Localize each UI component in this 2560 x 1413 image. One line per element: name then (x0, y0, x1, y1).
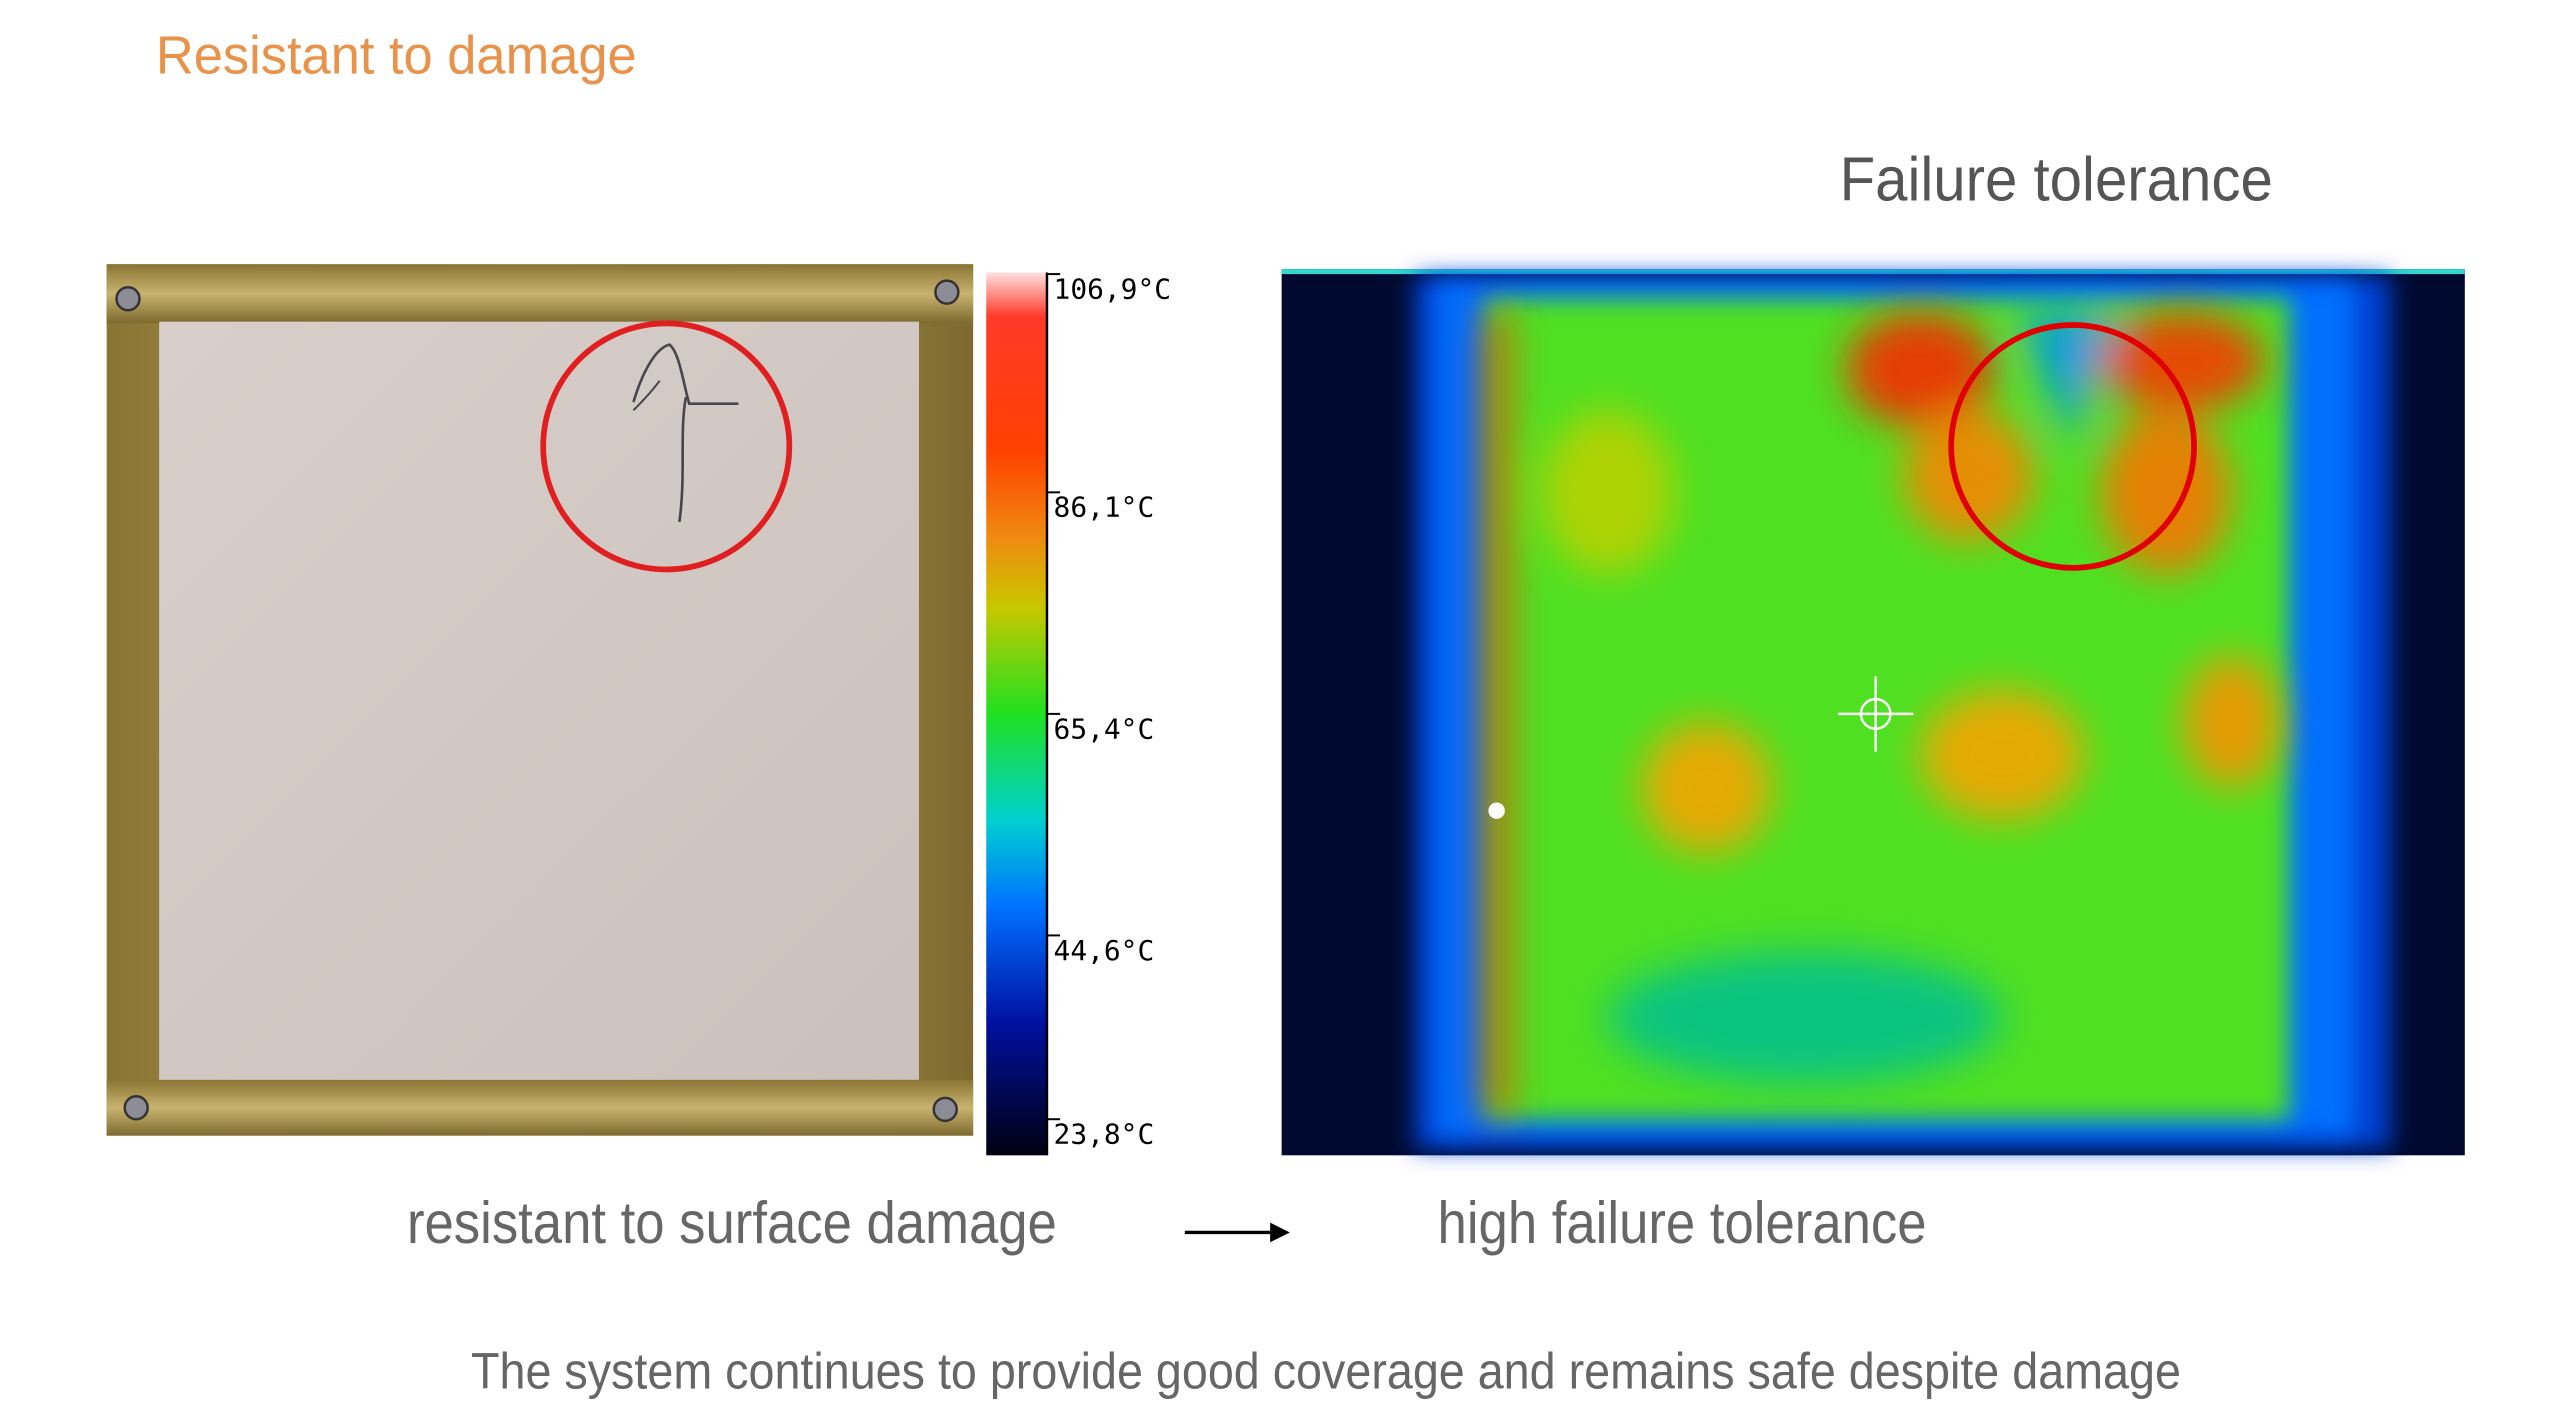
scale-label: 23,8°C (1054, 1118, 1155, 1151)
caption-left: resistant to surface damage (407, 1190, 1057, 1256)
panel-photo (106, 264, 974, 1136)
arrow (1184, 1222, 1290, 1243)
footer-text: The system continues to provide good cov… (471, 1343, 2181, 1400)
color-scale: 106,9°C 86,1°C 65,4°C 44,6°C 23,8°C (986, 272, 1171, 1156)
thermal-image (1281, 269, 2465, 1156)
slide-title: Resistant to damage (156, 25, 637, 85)
scale-label: 106,9°C (1054, 273, 1171, 306)
scale-label: 44,6°C (1054, 934, 1155, 967)
section-heading: Failure tolerance (1840, 145, 2273, 214)
scale-label: 86,1°C (1054, 491, 1155, 524)
caption-right: high failure tolerance (1438, 1190, 1927, 1256)
scale-label: 65,4°C (1054, 712, 1155, 745)
